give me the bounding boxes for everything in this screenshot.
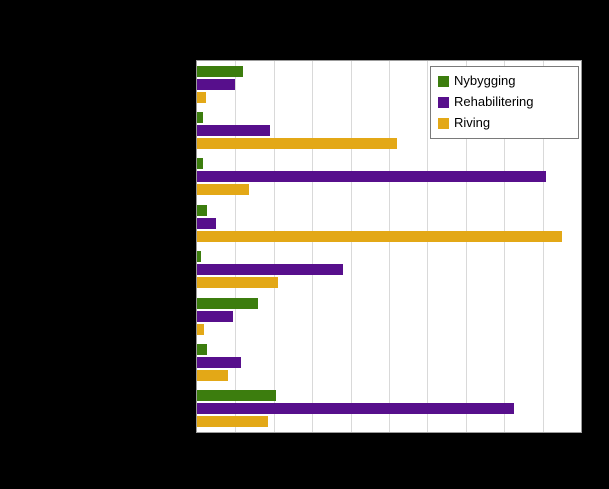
bar-nybygging-row2 <box>197 112 203 124</box>
gridline <box>235 61 237 432</box>
gridline <box>504 61 506 432</box>
legend: Nybygging Rehabilitering Riving <box>430 66 579 139</box>
legend-item-riving: Riving <box>438 114 568 132</box>
bar-rehabilitering-row5 <box>197 264 343 276</box>
gridline <box>542 61 544 432</box>
bar-nybygging-row8 <box>197 390 276 402</box>
gridline <box>312 61 314 432</box>
bar-rehabilitering-row4 <box>197 217 217 229</box>
bar-nybygging-row4 <box>197 204 207 216</box>
legend-label: Riving <box>454 115 491 130</box>
bar-rehabilitering-row7 <box>197 356 242 368</box>
gridline <box>465 61 467 432</box>
bar-riving-row1 <box>197 91 206 103</box>
bar-riving-row8 <box>197 416 269 428</box>
bar-rehabilitering-row6 <box>197 310 234 322</box>
legend-swatch-nybygging <box>438 75 449 87</box>
legend-swatch-riving <box>438 117 449 129</box>
bar-nybygging-row6 <box>197 297 259 309</box>
bar-riving-row2 <box>197 138 397 150</box>
gridline <box>427 61 429 432</box>
gridline <box>273 61 275 432</box>
gridline <box>389 61 390 432</box>
legend-label: Rehabilitering <box>454 94 534 109</box>
bar-riving-row7 <box>197 369 228 381</box>
bar-rehabilitering-row8 <box>197 403 514 415</box>
bar-riving-row5 <box>197 277 278 289</box>
bar-riving-row4 <box>197 230 562 242</box>
bar-riving-row3 <box>197 184 249 196</box>
bar-riving-row6 <box>197 323 204 335</box>
bar-nybygging-row5 <box>197 251 201 263</box>
bar-nybygging-row1 <box>197 65 244 77</box>
bar-rehabilitering-row3 <box>197 171 547 183</box>
bars-layer <box>197 61 581 432</box>
legend-item-nybygging: Nybygging <box>438 72 568 90</box>
legend-swatch-rehabilitering <box>438 96 449 108</box>
bar-rehabilitering-row1 <box>197 78 236 90</box>
bar-nybygging-row3 <box>197 158 203 170</box>
gridline <box>350 61 352 432</box>
legend-item-rehabilitering: Rehabilitering <box>438 93 568 111</box>
legend-label: Nybygging <box>454 73 516 88</box>
bar-rehabilitering-row2 <box>197 125 270 137</box>
bar-nybygging-row7 <box>197 343 207 355</box>
